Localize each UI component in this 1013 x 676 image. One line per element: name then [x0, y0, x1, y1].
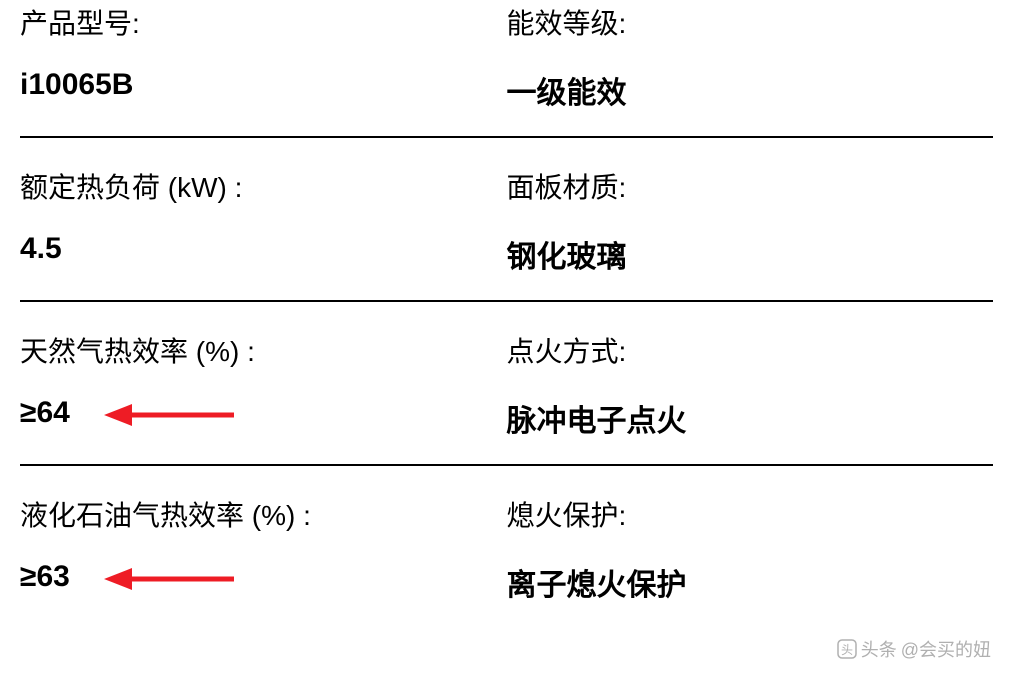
spec-label: 产品型号: — [20, 2, 507, 42]
spec-cell-left: 额定热负荷 (kW) : 4.5 — [20, 166, 507, 276]
spec-value: 脉冲电子点火 — [507, 396, 687, 440]
watermark-author: @会买的妞 — [901, 636, 991, 662]
spec-value: 一级能效 — [507, 68, 627, 112]
spec-value: i10065B — [20, 68, 133, 102]
spec-cell-left: 产品型号: i10065B — [20, 2, 507, 112]
toutiao-icon: 头 — [837, 639, 857, 659]
spec-row: 液化石油气热效率 (%) : ≥63 熄火保护: 离子熄火保护 — [20, 464, 993, 628]
spec-cell-right: 面板材质: 钢化玻璃 — [507, 166, 994, 276]
spec-row: 天然气热效率 (%) : ≥64 点火方式: 脉冲电子点火 — [20, 300, 993, 464]
spec-value: 钢化玻璃 — [507, 232, 627, 276]
spec-label: 面板材质: — [507, 166, 994, 206]
spec-row: 额定热负荷 (kW) : 4.5 面板材质: 钢化玻璃 — [20, 136, 993, 300]
spec-value: 离子熄火保护 — [507, 560, 687, 604]
spec-label: 天然气热效率 (%) : — [20, 330, 507, 370]
spec-row: 产品型号: i10065B 能效等级: 一级能效 — [20, 0, 993, 136]
spec-label: 熄火保护: — [507, 494, 994, 534]
svg-text:头: 头 — [841, 643, 853, 657]
spec-cell-right: 点火方式: 脉冲电子点火 — [507, 330, 994, 440]
spec-value: ≥63 — [20, 560, 70, 594]
spec-cell-right: 熄火保护: 离子熄火保护 — [507, 494, 994, 604]
spec-label: 额定热负荷 (kW) : — [20, 166, 507, 206]
spec-label: 能效等级: — [507, 2, 994, 42]
watermark-prefix: 头条 — [861, 636, 897, 662]
spec-value: 4.5 — [20, 232, 62, 266]
spec-cell-right: 能效等级: 一级能效 — [507, 2, 994, 112]
spec-cell-left: 天然气热效率 (%) : ≥64 — [20, 330, 507, 440]
spec-label: 液化石油气热效率 (%) : — [20, 494, 507, 534]
spec-label: 点火方式: — [507, 330, 994, 370]
spec-table: 产品型号: i10065B 能效等级: 一级能效 额定热负荷 (kW) : 4.… — [0, 0, 1013, 628]
highlight-arrow-icon — [104, 402, 234, 433]
spec-value: ≥64 — [20, 396, 70, 430]
highlight-arrow-icon — [104, 566, 234, 597]
spec-cell-left: 液化石油气热效率 (%) : ≥63 — [20, 494, 507, 604]
watermark: 头 头条 @会买的妞 — [837, 636, 991, 662]
